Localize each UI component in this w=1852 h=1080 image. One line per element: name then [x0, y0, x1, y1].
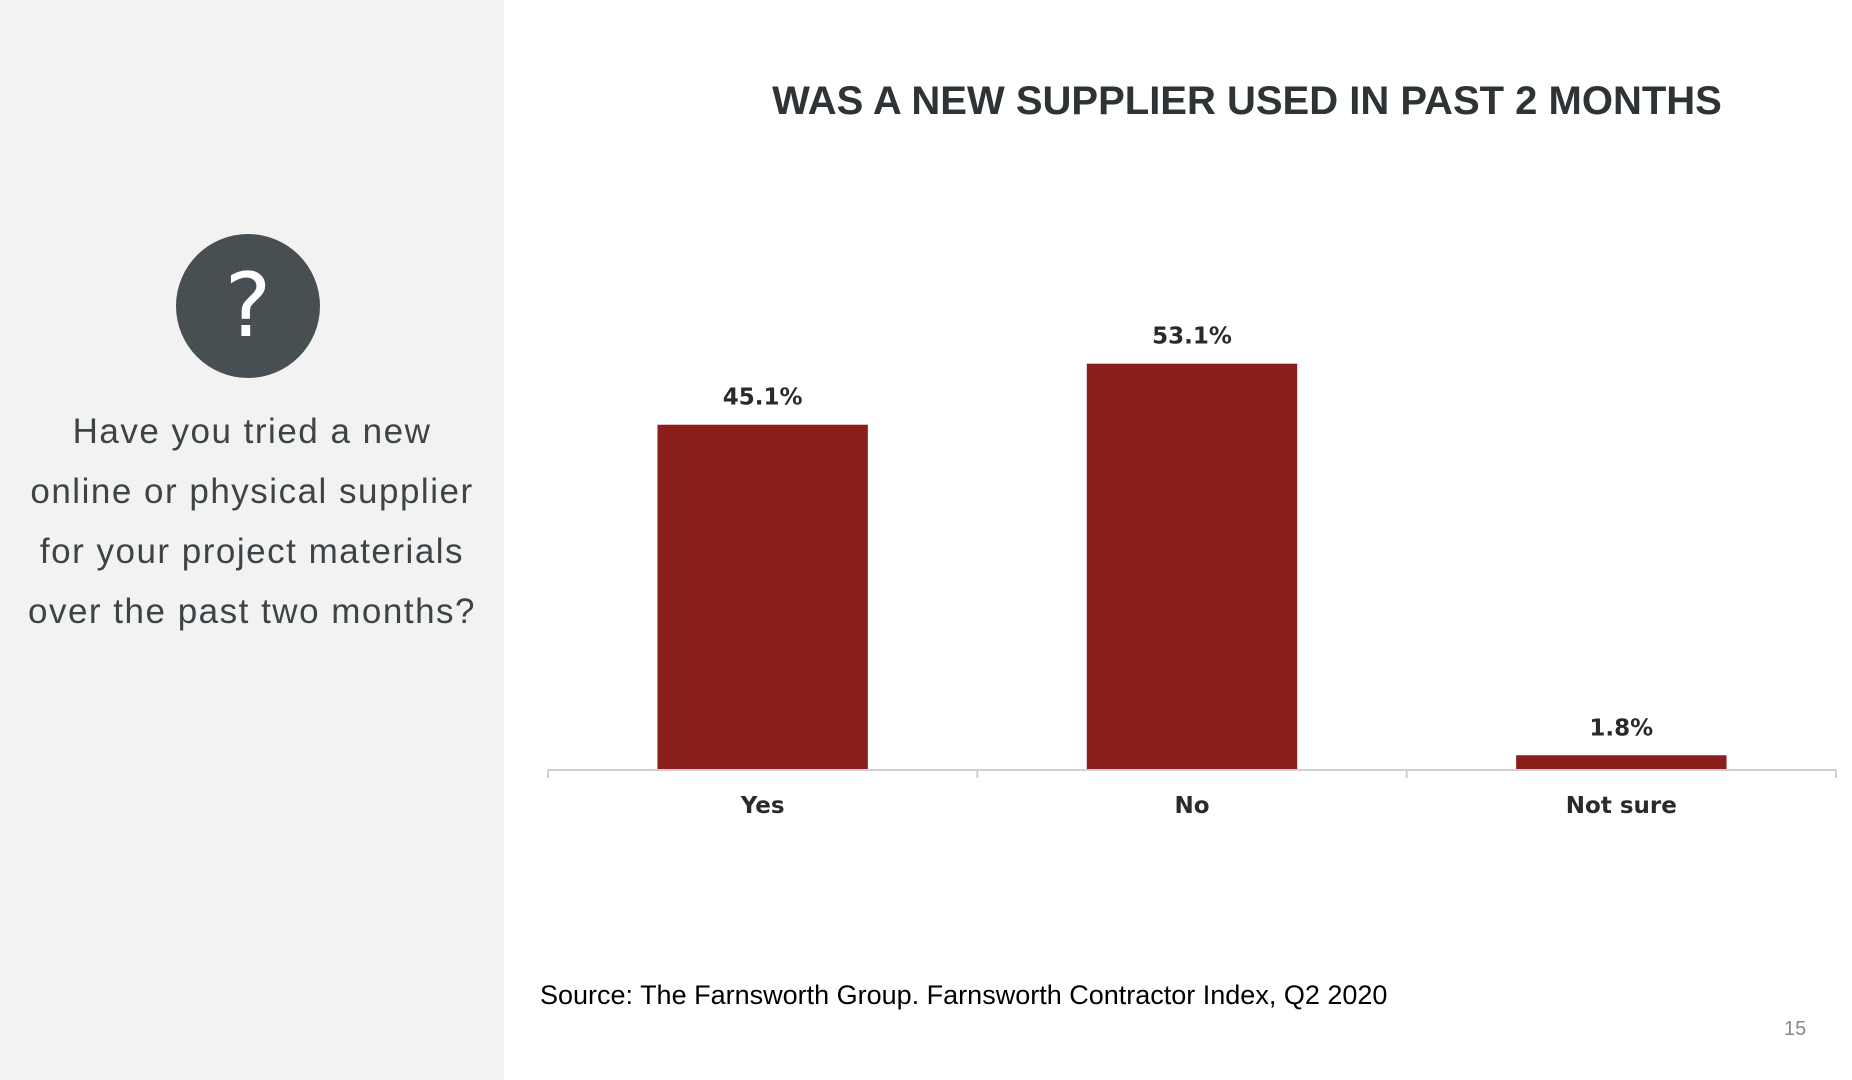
- question-text: Have you tried a new online or physical …: [28, 412, 476, 631]
- bar: [1086, 363, 1298, 769]
- data-label: 1.8%: [1589, 715, 1653, 741]
- x-tick-label: Not sure: [1566, 793, 1677, 819]
- bar: [1516, 755, 1727, 769]
- source-note: Source: The Farnsworth Group. Farnsworth…: [540, 980, 1388, 1010]
- x-tick-label: Yes: [740, 793, 785, 819]
- bar: [657, 424, 868, 769]
- data-label: 45.1%: [723, 385, 803, 411]
- sidebar: ? Have you tried a new online or physica…: [0, 0, 504, 1080]
- chart-title: WAS A NEW SUPPLIER USED IN PAST 2 MONTHS: [772, 79, 1722, 123]
- question-icon: ?: [176, 234, 320, 378]
- x-tick-label: No: [1174, 793, 1209, 819]
- data-label: 53.1%: [1152, 324, 1232, 350]
- page-number: 15: [1784, 1018, 1807, 1040]
